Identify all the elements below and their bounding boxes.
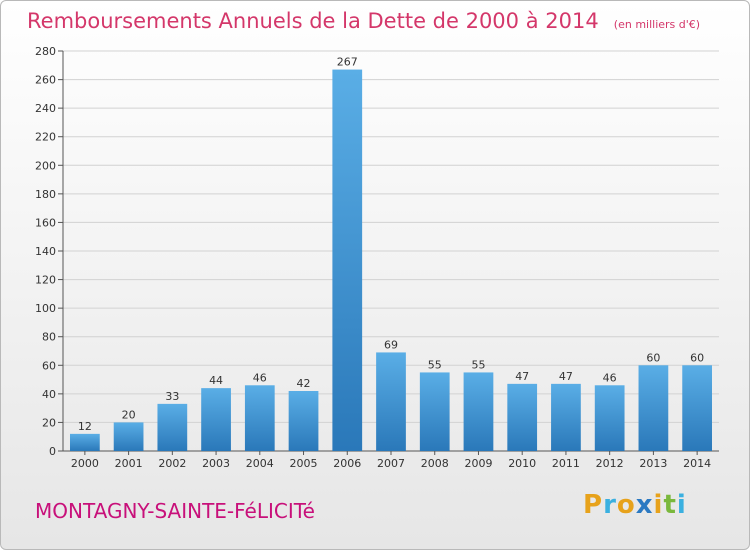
y-tick-label: 220 xyxy=(35,131,56,144)
bar-2003 xyxy=(201,388,231,451)
y-tick-label: 40 xyxy=(42,388,56,401)
y-tick-label: 0 xyxy=(49,445,56,458)
logo-letter: i xyxy=(676,490,687,520)
logo-letter: o xyxy=(616,490,636,520)
y-tick-label: 280 xyxy=(35,45,56,58)
bar-2007 xyxy=(376,352,406,451)
logo-letter: x xyxy=(635,490,654,520)
y-tick-label: 20 xyxy=(42,416,56,429)
logo-letter: P xyxy=(583,490,604,520)
commune-name: MONTAGNY-SAINTE-FéLICITé xyxy=(35,499,315,523)
x-tick-label-2010: 2010 xyxy=(508,457,536,470)
x-tick-label-2006: 2006 xyxy=(333,457,361,470)
bar-2000 xyxy=(69,433,100,451)
logo-letter: t xyxy=(663,490,677,520)
bar-2006 xyxy=(332,69,363,452)
axes: 0204060801001201401601802002202402602802… xyxy=(35,45,719,470)
bar-2001 xyxy=(113,422,144,451)
x-tick-label-2013: 2013 xyxy=(639,457,667,470)
x-tick-label-2005: 2005 xyxy=(290,457,318,470)
bar-2011 xyxy=(551,383,581,451)
bar-2014 xyxy=(682,365,713,451)
x-tick-label-2009: 2009 xyxy=(464,457,492,470)
data-labels: 12 20 33 44 46 42 267 69 55 55 47 47 46 60 60 xyxy=(78,56,704,433)
data-label-2007: 69 xyxy=(384,338,398,351)
data-label-2005: 42 xyxy=(297,377,311,390)
y-tick-label: 80 xyxy=(42,331,56,344)
bar-2012 xyxy=(594,385,625,451)
y-tick-label: 100 xyxy=(35,302,56,315)
chart-title: Remboursements Annuels de la Dette de 20… xyxy=(27,9,599,33)
bar-2002 xyxy=(157,403,188,451)
bar-2005 xyxy=(288,391,319,451)
bar-2010 xyxy=(507,383,538,451)
bar-2009 xyxy=(463,372,494,451)
data-label-2012: 46 xyxy=(603,371,617,384)
y-tick-label: 60 xyxy=(42,359,56,372)
data-label-2009: 55 xyxy=(471,358,485,371)
title-row: Remboursements Annuels de la Dette de 20… xyxy=(27,9,700,33)
bar-2013 xyxy=(638,365,669,451)
x-tick-label-2003: 2003 xyxy=(202,457,230,470)
x-tick-label-2002: 2002 xyxy=(158,457,186,470)
proxiti-logo: Proxiti xyxy=(583,490,687,520)
y-tick-label: 240 xyxy=(35,102,56,115)
bar-2008 xyxy=(419,372,450,451)
y-tick-label: 200 xyxy=(35,159,56,172)
data-label-2001: 20 xyxy=(122,408,136,421)
data-label-2010: 47 xyxy=(515,370,529,383)
data-label-2006: 267 xyxy=(337,56,358,69)
data-label-2014: 60 xyxy=(690,351,704,364)
data-label-2002: 33 xyxy=(165,390,179,403)
x-tick-label-2014: 2014 xyxy=(683,457,711,470)
y-tick-label: 160 xyxy=(35,216,56,229)
x-tick-label-2012: 2012 xyxy=(596,457,624,470)
data-label-2003: 44 xyxy=(209,374,223,387)
x-tick-label-2008: 2008 xyxy=(421,457,449,470)
bar-2004 xyxy=(244,385,275,451)
data-label-2004: 46 xyxy=(253,371,267,384)
data-label-2008: 55 xyxy=(428,358,442,371)
bars xyxy=(69,69,713,452)
x-tick-label-2004: 2004 xyxy=(246,457,274,470)
y-tick-label: 120 xyxy=(35,274,56,287)
y-tick-label: 180 xyxy=(35,188,56,201)
x-tick-label-2011: 2011 xyxy=(552,457,580,470)
logo-letter: r xyxy=(603,490,617,520)
y-tick-label: 260 xyxy=(35,74,56,87)
y-tick-label: 140 xyxy=(35,245,56,258)
data-label-2013: 60 xyxy=(646,351,660,364)
data-label-2011: 47 xyxy=(559,370,573,383)
chart-unit: (en milliers d'€) xyxy=(613,18,701,31)
data-label-2000: 12 xyxy=(78,420,92,433)
logo-letter: i xyxy=(653,490,664,520)
x-tick-label-2007: 2007 xyxy=(377,457,405,470)
x-tick-label-2000: 2000 xyxy=(71,457,99,470)
x-tick-label-2001: 2001 xyxy=(115,457,143,470)
